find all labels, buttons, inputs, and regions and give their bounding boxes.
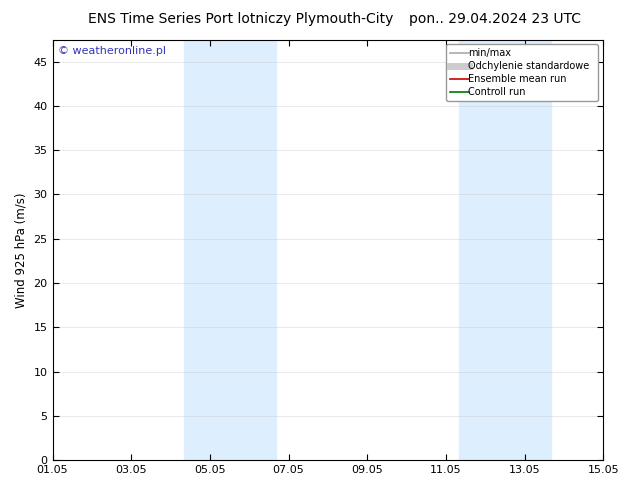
Bar xyxy=(183,40,276,460)
Text: pon.. 29.04.2024 23 UTC: pon.. 29.04.2024 23 UTC xyxy=(408,12,581,26)
Bar xyxy=(459,40,551,460)
Y-axis label: Wind 925 hPa (m/s): Wind 925 hPa (m/s) xyxy=(15,192,28,308)
Text: © weatheronline.pl: © weatheronline.pl xyxy=(58,46,166,56)
Legend: min/max, Odchylenie standardowe, Ensemble mean run, Controll run: min/max, Odchylenie standardowe, Ensembl… xyxy=(446,45,598,101)
Text: ENS Time Series Port lotniczy Plymouth-City: ENS Time Series Port lotniczy Plymouth-C… xyxy=(88,12,394,26)
